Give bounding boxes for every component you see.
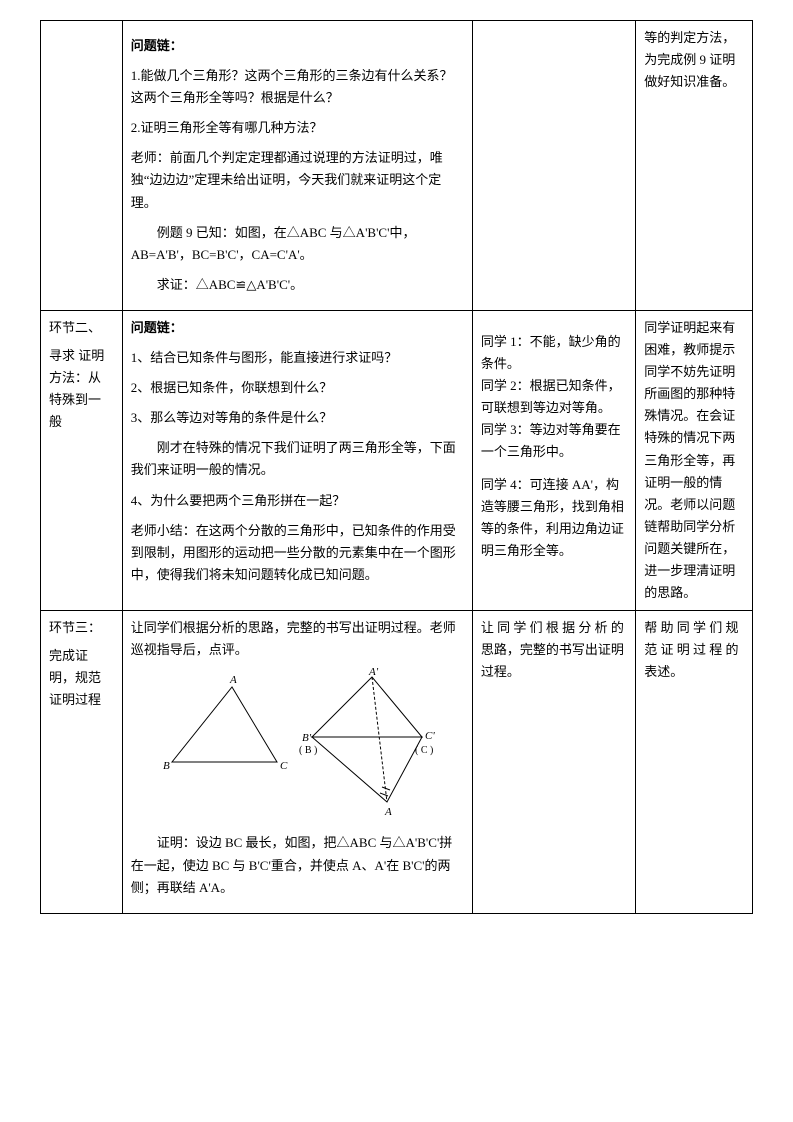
phase-label: 环节二、 <box>49 317 114 339</box>
student-response: 同学 2：根据已知条件，可联想到等边对等角。 <box>481 375 627 419</box>
cell-phase <box>41 21 123 311</box>
heading: 问题链： <box>131 317 464 339</box>
vertex-label: ( C ) <box>415 745 433 756</box>
cell-student: 同学 1：不能，缺少角的条件。 同学 2：根据已知条件，可联想到等边对等角。 同… <box>472 310 635 610</box>
phase-title: 寻求 证明方法：从特殊到一般 <box>49 345 114 433</box>
teacher-summary: 老师小结：在这两个分散的三角形中，已知条件的作用受到限制，用图形的运动把一些分散… <box>131 520 464 586</box>
question: 2.证明三角形全等有哪几种方法？ <box>131 117 464 139</box>
example-given: 例题 9 已知：如图，在△ABC 与△A'B'C'中，AB=A'B'，BC=B'… <box>131 222 464 266</box>
cell-phase: 环节二、 寻求 证明方法：从特殊到一般 <box>41 310 123 610</box>
table-row: 问题链： 1.能做几个三角形？这两个三角形的三条边有什么关系？这两个三角形全等吗… <box>41 21 753 311</box>
vertex-label: A <box>229 674 237 686</box>
question: 1.能做几个三角形？这两个三角形的三条边有什么关系？这两个三角形全等吗？根据是什… <box>131 65 464 109</box>
cell-content: 问题链： 1、结合已知条件与图形，能直接进行求证吗？ 2、根据已知条件，你联想到… <box>122 310 472 610</box>
cell-intent: 等的判定方法，为完成例 9 证明做好知识准备。 <box>636 21 753 311</box>
phase-label: 环节三： <box>49 617 114 639</box>
cell-content: 问题链： 1.能做几个三角形？这两个三角形的三条边有什么关系？这两个三角形全等吗… <box>122 21 472 311</box>
example-prove: 求证：△ABC≌△A'B'C'。 <box>131 274 464 296</box>
lesson-table: 问题链： 1.能做几个三角形？这两个三角形的三条边有什么关系？这两个三角形全等吗… <box>40 20 753 914</box>
heading: 问题链： <box>131 35 464 57</box>
question: 3、那么等边对等角的条件是什么？ <box>131 407 464 429</box>
student-response: 同学 4：可连接 AA'，构造等腰三角形，找到角相等的条件，利用边角边证明三角形… <box>481 474 627 562</box>
cell-content: 让同学们根据分析的思路，完整的书写出证明过程。老师巡视指导后，点评。 A B C <box>122 611 472 914</box>
cell-student: 让 同 学 们 根 据 分 析 的 思路，完整的书写出证明过程。 <box>472 611 635 914</box>
cell-student <box>472 21 635 311</box>
vertex-label: ( B ) <box>299 745 317 756</box>
question: 2、根据已知条件，你联想到什么？ <box>131 377 464 399</box>
vertex-label: A <box>384 806 392 817</box>
page: 问题链： 1.能做几个三角形？这两个三角形的三条边有什么关系？这两个三角形全等吗… <box>0 0 793 1122</box>
vertex-label: C' <box>425 730 435 742</box>
transition-text: 刚才在特殊的情况下我们证明了两三角形全等，下面我们来证明一般的情况。 <box>131 437 464 481</box>
vertex-label: A' <box>368 667 379 678</box>
table-row: 环节二、 寻求 证明方法：从特殊到一般 问题链： 1、结合已知条件与图形，能直接… <box>41 310 753 610</box>
triangle-diagrams: A B C A' <box>131 667 464 824</box>
student-response: 同学 1：不能，缺少角的条件。 <box>481 331 627 375</box>
geometry-figure: A B C A' <box>157 667 437 817</box>
vertex-label: B <box>163 760 170 772</box>
student-response: 同学 3：等边对等角要在一个三角形中。 <box>481 419 627 463</box>
question: 1、结合已知条件与图形，能直接进行求证吗？ <box>131 347 464 369</box>
vertex-label: C <box>280 760 288 772</box>
question: 4、为什么要把两个三角形拼在一起？ <box>131 490 464 512</box>
table-row: 环节三： 完成证明，规范证明过程 让同学们根据分析的思路，完整的书写出证明过程。… <box>41 611 753 914</box>
cell-phase: 环节三： 完成证明，规范证明过程 <box>41 611 123 914</box>
cell-intent: 帮 助 同 学 们 规范 证 明 过 程 的表述。 <box>636 611 753 914</box>
phase-title: 完成证明，规范证明过程 <box>49 645 114 711</box>
teacher-note: 老师：前面几个判定定理都通过说理的方法证明过，唯独“边边边”定理未给出证明，今天… <box>131 147 464 213</box>
proof-text: 证明：设边 BC 最长，如图，把△ABC 与△A'B'C'拼在一起，使边 BC … <box>131 832 464 898</box>
intro-text: 让同学们根据分析的思路，完整的书写出证明过程。老师巡视指导后，点评。 <box>131 617 464 661</box>
cell-intent: 同学证明起来有困难，教师提示同学不妨先证明所画图的那种特殊情况。在会证特殊的情况… <box>636 310 753 610</box>
vertex-label: B' <box>302 732 312 744</box>
